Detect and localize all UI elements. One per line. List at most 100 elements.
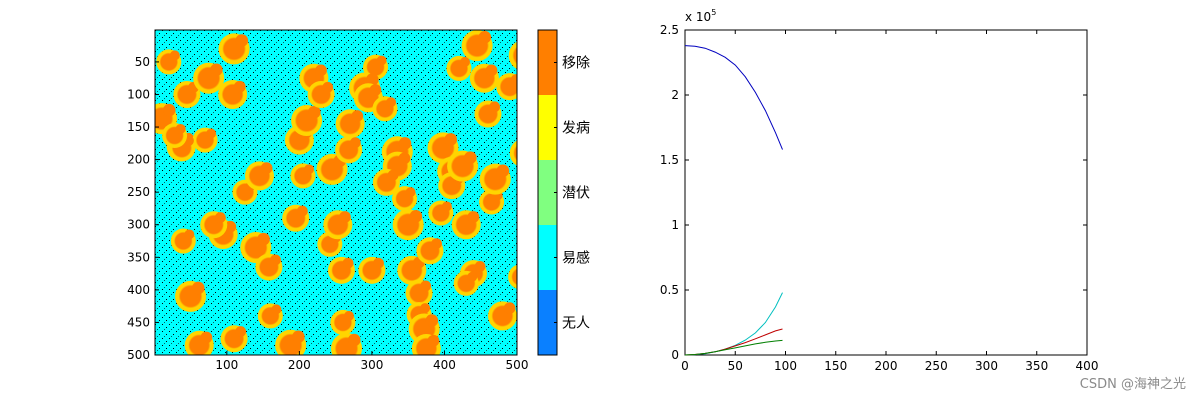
cluster-lobe — [206, 128, 217, 139]
x-tick-label: 350 — [1025, 359, 1048, 373]
watermark: CSDN @海神之光 — [1080, 377, 1186, 392]
y-tick-label: 0 — [671, 348, 679, 362]
cluster-lobe — [169, 50, 180, 61]
cluster-lobe — [522, 265, 532, 275]
cluster-lobe — [270, 254, 281, 266]
colorbar-segment — [538, 290, 557, 355]
infected-cluster — [510, 43, 517, 68]
y-tick-label: 0.5 — [660, 283, 679, 297]
colorbar-label: 移除 — [562, 56, 590, 72]
cluster-lobe — [467, 271, 478, 282]
y-tick-label: 50 — [135, 55, 150, 69]
colorbar-frame — [537, 29, 558, 356]
infected-cluster — [509, 266, 517, 288]
y-tick-label: 400 — [127, 283, 150, 297]
x-tick-label: 400 — [433, 358, 456, 372]
cluster-lobe — [405, 187, 416, 198]
cluster-lobe — [444, 133, 458, 146]
cluster-lobe — [339, 211, 351, 223]
cellular-automaton-heatmap: 100 200 300 400 500 50 100 150 200 250 300 350 400 45… — [127, 29, 539, 372]
cluster-lobe — [398, 137, 412, 150]
cluster-lobe — [224, 220, 237, 233]
cluster-lobe — [292, 330, 305, 344]
cluster-lobe — [467, 211, 480, 223]
cluster-lobe — [200, 331, 213, 344]
cluster-lobe — [235, 34, 249, 47]
colorbar: 无人 易感 潜伏 发病 移除 — [537, 29, 590, 356]
y-tick-label: 500 — [127, 348, 150, 362]
cluster-lobe — [496, 164, 510, 178]
x-tick-label: 200 — [288, 358, 311, 372]
cluster-lobe — [366, 73, 379, 86]
cluster-lobe — [489, 101, 500, 113]
colorbar-segment — [538, 95, 557, 160]
cluster-lobe — [526, 139, 538, 151]
y-tick-label: 200 — [127, 153, 150, 167]
y-tick-label: 1.5 — [660, 153, 679, 167]
infected-cluster — [511, 142, 517, 164]
x-tick-label: 250 — [925, 359, 948, 373]
cluster-lobe — [409, 210, 423, 223]
cluster-lobe — [296, 205, 308, 217]
colorbar-segment — [538, 160, 557, 225]
cluster-lobe — [235, 326, 247, 337]
cluster-lobe — [425, 314, 439, 327]
cluster-lobe — [478, 30, 492, 44]
cluster-lobe — [441, 201, 452, 212]
cluster-lobe — [184, 229, 195, 240]
cluster-lobe — [347, 333, 361, 347]
cluster-lobe — [175, 123, 186, 134]
y-tick-label: 2.5 — [660, 23, 679, 37]
cluster-lobe — [191, 281, 205, 295]
cluster-lobe — [386, 97, 396, 108]
cluster-lobe — [214, 212, 226, 223]
x-tick-label: 300 — [975, 359, 998, 373]
cluster-lobe — [343, 310, 354, 321]
cluster-lobe — [342, 257, 354, 269]
colorbar-label: 易感 — [562, 250, 590, 267]
y-axis-multiplier: x 105 — [685, 8, 716, 24]
cluster-lobe — [315, 64, 327, 77]
cluster-lobe — [387, 169, 399, 181]
cluster-lobe — [526, 41, 539, 54]
cluster-lobe — [420, 303, 431, 313]
cluster-lobe — [210, 63, 223, 77]
y-tick-label: 1 — [671, 218, 679, 232]
cluster-lobe — [398, 152, 411, 165]
x-tick-label: 500 — [506, 358, 529, 372]
infected-cluster — [497, 74, 517, 99]
cluster-lobe — [351, 110, 364, 122]
colorbar-segment — [538, 225, 557, 290]
x-tick-label: 0 — [681, 359, 689, 373]
population-line-chart: 0 50 100 150 200 250 300 350 400 0 0.5 1 1.5 2 2.5 x 1… — [660, 8, 1099, 373]
cluster-lobe — [260, 162, 273, 174]
x-tick-label: 150 — [824, 359, 847, 373]
y-tick-label: 300 — [127, 218, 150, 232]
cluster-lobe — [420, 280, 432, 292]
line-plot-frame — [684, 29, 1088, 356]
cluster-lobe — [369, 84, 382, 96]
cluster-lobe — [503, 302, 516, 314]
cluster-lobe — [431, 238, 442, 249]
cluster-lobe — [373, 257, 384, 269]
x-tick-label: 200 — [875, 359, 898, 373]
cluster-lobe — [233, 80, 246, 93]
y-tick-label: 150 — [127, 120, 150, 134]
cluster-lobe — [485, 64, 498, 77]
series-line-1 — [684, 45, 783, 150]
y-tick-label: 350 — [127, 250, 150, 264]
cluster-lobe — [427, 334, 440, 347]
colorbar-segment — [538, 30, 557, 95]
cluster-lobe — [510, 74, 517, 85]
cluster-lobe — [271, 304, 282, 315]
colorbar-label: 潜伏 — [562, 186, 590, 202]
cluster-lobe — [322, 81, 334, 93]
x-tick-label: 50 — [728, 359, 743, 373]
x-tick-label: 100 — [215, 358, 238, 372]
y-tick-label: 450 — [127, 315, 150, 329]
y-tick-label: 250 — [127, 185, 150, 199]
cluster-lobe — [460, 56, 470, 67]
series-line-4 — [684, 339, 783, 356]
y-tick-label: 2 — [671, 88, 679, 102]
